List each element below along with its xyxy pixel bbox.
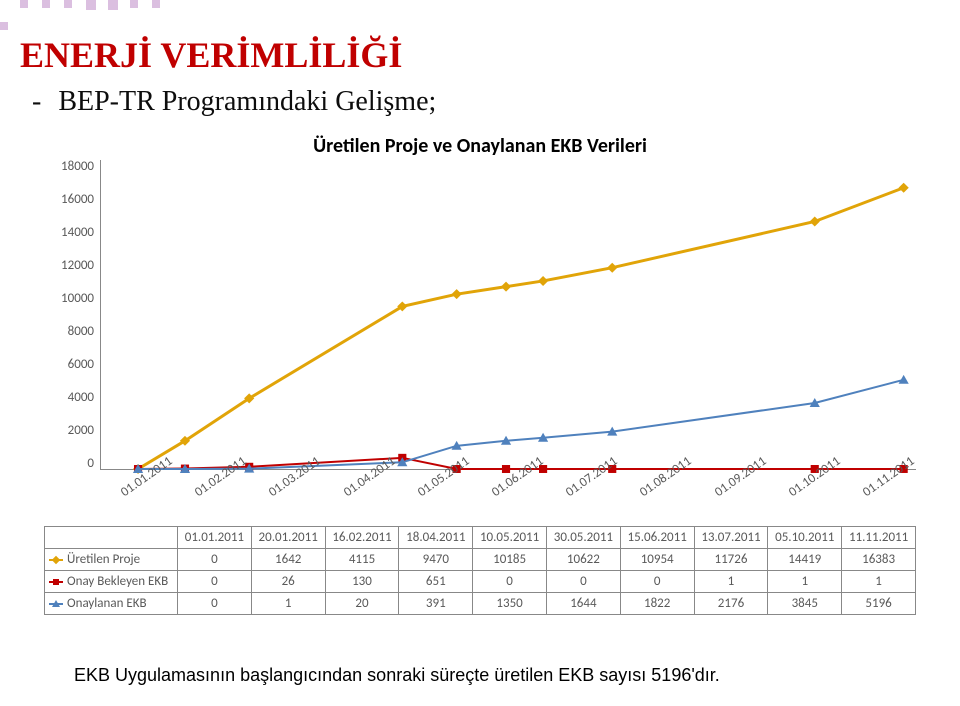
data-table: 01.01.201120.01.201116.02.201118.04.2011… — [44, 526, 916, 615]
table-cell: 5196 — [842, 593, 916, 615]
series-name-cell: Onaylanan EKB — [45, 593, 178, 615]
series-name: Üretilen Proje — [67, 552, 140, 567]
series-name-cell: Üretilen Proje — [45, 549, 178, 571]
series-marker — [607, 263, 617, 273]
series-marker — [502, 465, 510, 473]
y-axis: 18000 16000 14000 12000 10000 8000 6000 4000 200… — [44, 160, 100, 470]
table-cell: 10185 — [473, 549, 547, 571]
plot-area — [100, 160, 916, 470]
table-cell: 11726 — [694, 549, 768, 571]
series-marker — [899, 183, 909, 193]
table-cell: 1644 — [546, 593, 620, 615]
page-title: ENERJİ VERİMLİLİĞİ — [20, 34, 402, 76]
y-tick: 12000 — [61, 259, 94, 272]
series-name: Onaylanan EKB — [67, 596, 147, 611]
table-cell: 1822 — [620, 593, 694, 615]
table-cell: 130 — [325, 571, 399, 593]
table-cell: 1 — [842, 571, 916, 593]
y-tick: 0 — [87, 457, 94, 470]
table-col-header: 11.11.2011 — [842, 527, 916, 549]
y-tick: 14000 — [61, 226, 94, 239]
table-row: Onay Bekleyen EKB026130651000111 — [45, 571, 916, 593]
table-cell: 14419 — [768, 549, 842, 571]
chart-title: Üretilen Proje ve Onaylanan EKB Verileri — [44, 134, 916, 158]
y-tick: 10000 — [61, 292, 94, 305]
table-cell: 2176 — [694, 593, 768, 615]
table-cell: 1 — [768, 571, 842, 593]
series-name-cell: Onay Bekleyen EKB — [45, 571, 178, 593]
plot-region: 18000 16000 14000 12000 10000 8000 6000 4000 200… — [44, 160, 916, 470]
y-tick: 6000 — [68, 358, 94, 371]
table-cell: 391 — [399, 593, 473, 615]
y-tick: 2000 — [68, 424, 94, 437]
table-cell: 0 — [178, 593, 252, 615]
series-line — [138, 380, 904, 469]
table-row: Onaylanan EKB 012039113501644182221763845… — [45, 593, 916, 615]
table-cell: 0 — [546, 571, 620, 593]
footer-note: EKB Uygulamasının başlangıcından sonraki… — [74, 665, 720, 686]
series-marker — [501, 282, 511, 292]
chart-container: Üretilen Proje ve Onaylanan EKB Verileri… — [44, 120, 916, 660]
series-marker — [452, 289, 462, 299]
series-marker — [899, 375, 909, 384]
bullet-dash: - — [32, 86, 41, 117]
series-marker — [538, 276, 548, 286]
table-cell: 26 — [251, 571, 325, 593]
legend-triangle-icon — [49, 599, 63, 609]
table-cell: 10954 — [620, 549, 694, 571]
table-cell: 1 — [694, 571, 768, 593]
y-tick: 18000 — [61, 160, 94, 173]
table-cell: 0 — [178, 549, 252, 571]
series-marker — [810, 216, 820, 226]
table-cell: 20 — [325, 593, 399, 615]
table-cell: 4115 — [325, 549, 399, 571]
table-cell: 3845 — [768, 593, 842, 615]
y-tick: 4000 — [68, 391, 94, 404]
table-col-header: 13.07.2011 — [694, 527, 768, 549]
legend-diamond-icon — [49, 555, 63, 565]
chart-svg — [101, 160, 916, 469]
series-line — [138, 188, 904, 469]
subtitle: - BEP-TR Programındaki Gelişme; — [32, 86, 436, 118]
table-cell: 9470 — [399, 549, 473, 571]
table-cell: 1 — [251, 593, 325, 615]
table-cell: 16383 — [842, 549, 916, 571]
y-tick: 8000 — [68, 325, 94, 338]
table-corner — [45, 527, 178, 549]
table-cell: 651 — [399, 571, 473, 593]
table-cell: 1642 — [251, 549, 325, 571]
y-tick: 16000 — [61, 193, 94, 206]
table-cell: 0 — [178, 571, 252, 593]
table-col-header: 05.10.2011 — [768, 527, 842, 549]
table-cell: 0 — [473, 571, 547, 593]
slide: ENERJİ VERİMLİLİĞİ - BEP-TR Programındak… — [0, 0, 960, 706]
table-header-row: 01.01.201120.01.201116.02.201118.04.2011… — [45, 527, 916, 549]
table-cell: 10622 — [546, 549, 620, 571]
subtitle-text: BEP-TR Programındaki Gelişme; — [58, 86, 436, 117]
x-axis: 01.01.201101.02.201101.03.201101.04.2011… — [44, 470, 916, 526]
legend-square-icon — [49, 577, 63, 587]
table-cell: 1350 — [473, 593, 547, 615]
table-row: Üretilen Proje 01642411594701018510622109… — [45, 549, 916, 571]
table-cell: 0 — [620, 571, 694, 593]
series-name: Onay Bekleyen EKB — [67, 574, 168, 589]
